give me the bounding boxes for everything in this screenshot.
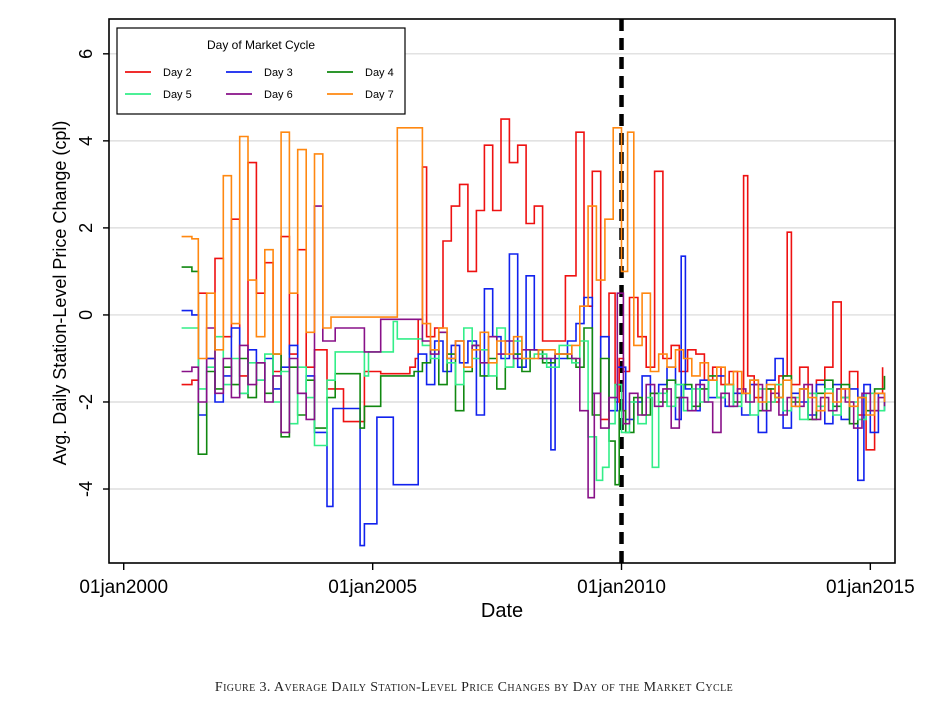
legend-label: Day 2 xyxy=(163,67,192,79)
legend-item: Day 2 xyxy=(125,67,192,79)
legend-item: Day 5 xyxy=(125,89,192,101)
series-line-day-2 xyxy=(181,118,884,451)
x-tick-label: 01jan2000 xyxy=(79,577,168,598)
axes: -4 -2 0 2 4 6 01jan2000 01jan2005 01jan2010 01jan… xyxy=(76,49,915,598)
y-tick-label: 2 xyxy=(76,223,96,233)
x-tick-label: 01jan2015 xyxy=(826,577,915,598)
series-layer xyxy=(181,118,886,547)
plot-frame xyxy=(108,18,896,564)
series-line-day-6 xyxy=(181,205,886,499)
legend-box xyxy=(116,27,406,115)
x-axis-title: Date xyxy=(481,600,523,622)
y-tick-label: -2 xyxy=(76,394,96,410)
y-tick-label: 4 xyxy=(76,136,96,146)
legend-item: Day 4 xyxy=(327,67,394,79)
legend-title: Day of Market Cycle xyxy=(207,38,315,52)
y-tick-label: 6 xyxy=(76,49,96,59)
legend-items: Day 2 Day 3 Day 4 Day 5 Day 6 Day 7 xyxy=(125,67,394,101)
legend-label: Day 6 xyxy=(264,89,293,101)
legend-label: Day 4 xyxy=(365,67,394,79)
series-line-day-7 xyxy=(181,127,886,416)
legend-label: Day 3 xyxy=(264,67,293,79)
legend-item: Day 6 xyxy=(226,89,293,101)
x-tick-label: 01jan2010 xyxy=(577,577,666,598)
figure-caption: Figure 3. Average Daily Station-Level Pr… xyxy=(214,680,734,695)
y-tick-label: -4 xyxy=(76,481,96,497)
x-tick-label: 01jan2005 xyxy=(328,577,417,598)
line-chart: -4 -2 0 2 4 6 01jan2000 01jan2005 01jan2010 01jan… xyxy=(50,18,915,622)
legend-item: Day 3 xyxy=(226,67,293,79)
legend-label: Day 7 xyxy=(365,89,394,101)
legend: Day of Market Cycle Day 2 Day 3 Day 4 Day 5… xyxy=(116,27,406,115)
legend-label: Day 5 xyxy=(163,89,192,101)
legend-item: Day 7 xyxy=(327,89,394,101)
y-tick-label: 0 xyxy=(76,310,96,320)
y-axis-title: Avg. Daily Station-Level Price Change (c… xyxy=(50,121,70,466)
